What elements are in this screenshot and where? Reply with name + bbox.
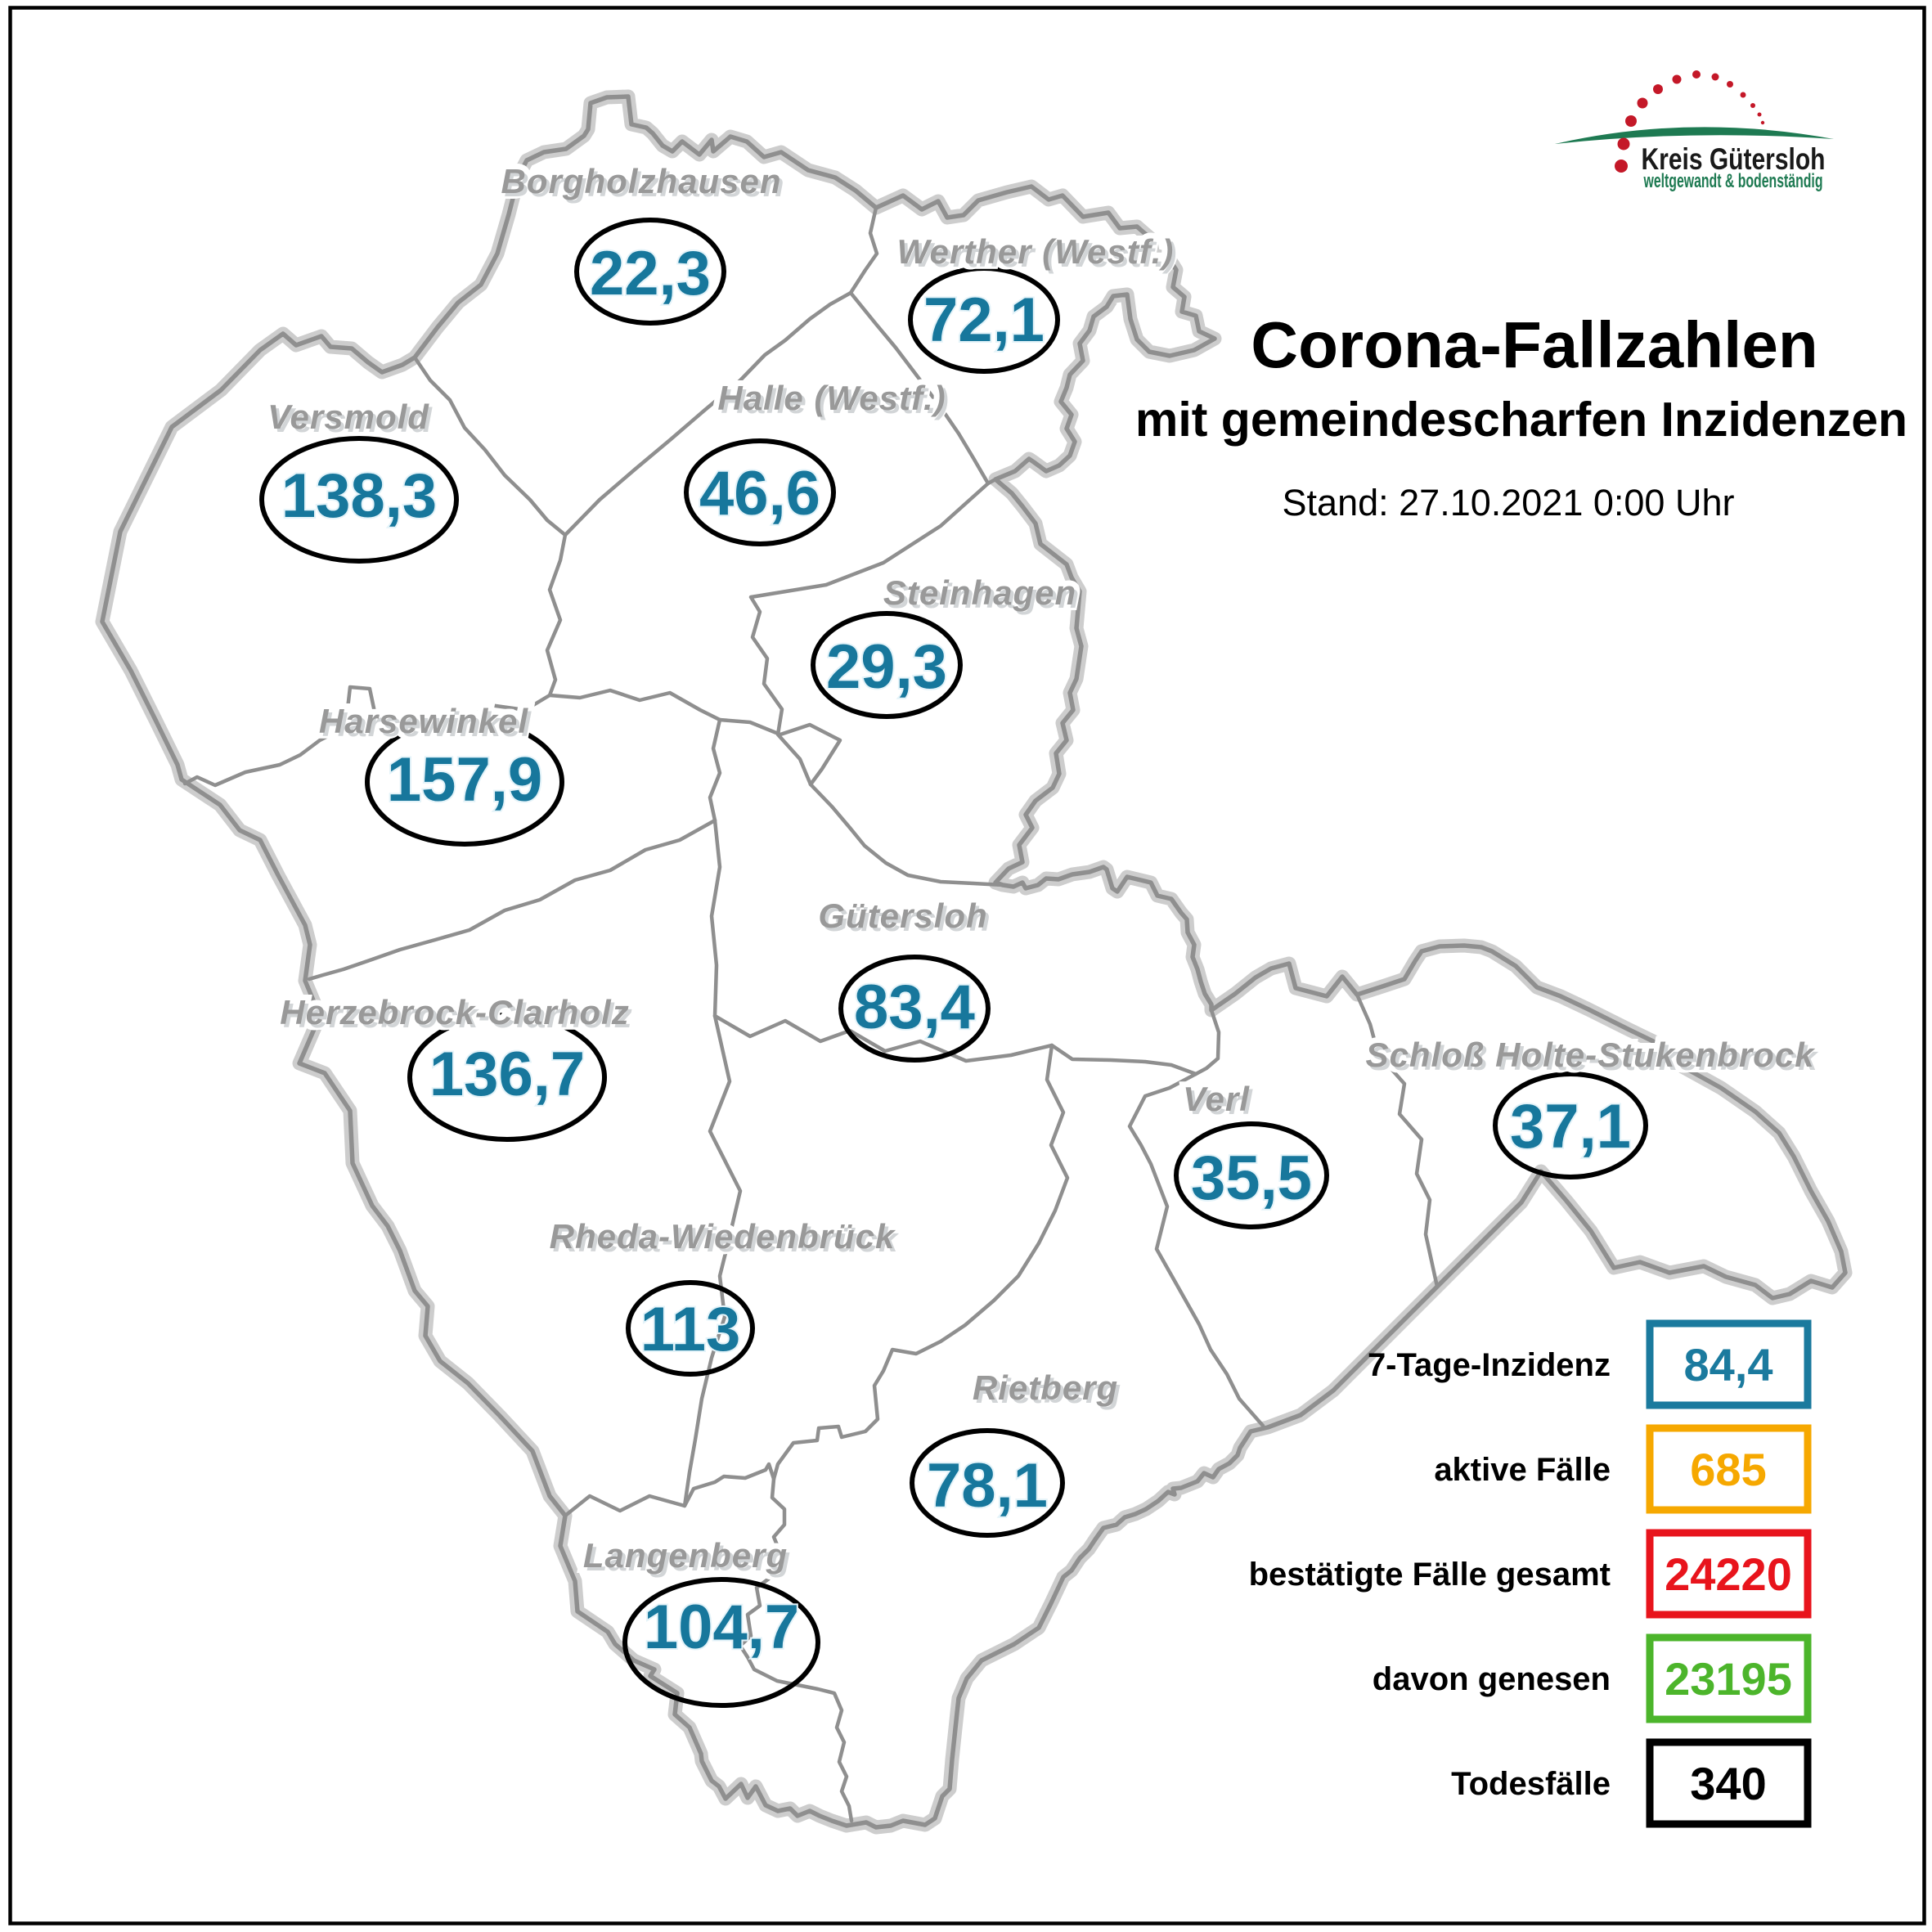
svg-text:35,5: 35,5	[1191, 1143, 1312, 1213]
svg-text:7-Tage-Inzidenz: 7-Tage-Inzidenz	[1368, 1347, 1611, 1383]
svg-text:Corona-Fallzahlen: Corona-Fallzahlen	[1251, 308, 1817, 381]
svg-text:aktive Fälle: aktive Fälle	[1434, 1452, 1611, 1488]
svg-text:Versmold: Versmold	[267, 398, 429, 436]
svg-text:340: 340	[1690, 1758, 1766, 1809]
svg-text:23195: 23195	[1665, 1653, 1792, 1705]
svg-text:Todesfälle: Todesfälle	[1451, 1766, 1611, 1802]
svg-text:Rietberg: Rietberg	[973, 1368, 1118, 1407]
svg-text:Werther (Westf.): Werther (Westf.)	[897, 232, 1175, 271]
svg-text:Rheda-Wiedenbrück: Rheda-Wiedenbrück	[550, 1217, 896, 1256]
svg-text:138,3: 138,3	[281, 461, 437, 531]
svg-text:37,1: 37,1	[1510, 1092, 1631, 1161]
svg-text:davon genesen: davon genesen	[1373, 1661, 1611, 1697]
svg-text:Gütersloh: Gütersloh	[821, 900, 991, 938]
svg-text:Harsewinkel: Harsewinkel	[319, 702, 528, 740]
svg-text:Langenberg: Langenberg	[583, 1536, 788, 1575]
svg-text:113: 113	[640, 1295, 741, 1364]
svg-text:Langenberg: Langenberg	[586, 1539, 791, 1578]
svg-text:bestätigte Fälle gesamt: bestätigte Fälle gesamt	[1249, 1557, 1611, 1593]
svg-text:Versmold: Versmold	[271, 401, 433, 439]
svg-text:Steinhagen: Steinhagen	[883, 573, 1076, 612]
svg-text:83,4: 83,4	[854, 973, 975, 1042]
svg-text:29,3: 29,3	[826, 632, 947, 702]
svg-text:Herzebrock-Clarholz: Herzebrock-Clarholz	[280, 993, 629, 1031]
svg-text:Rheda-Wiedenbrück: Rheda-Wiedenbrück	[553, 1220, 900, 1259]
svg-text:Verl: Verl	[1186, 1083, 1253, 1121]
svg-text:Gütersloh: Gütersloh	[818, 896, 987, 935]
svg-text:136,7: 136,7	[429, 1040, 585, 1109]
svg-text:46,6: 46,6	[699, 459, 820, 528]
svg-text:Halle (Westf.): Halle (Westf.)	[721, 382, 949, 420]
svg-text:84,4: 84,4	[1684, 1339, 1773, 1391]
svg-text:Schloß Holte-Stukenbrock: Schloß Holte-Stukenbrock	[1365, 1036, 1816, 1074]
svg-text:Versmold: Versmold	[267, 398, 429, 436]
svg-text:Harsewinkel: Harsewinkel	[319, 702, 528, 740]
svg-text:157,9: 157,9	[387, 745, 542, 815]
svg-text:Herzebrock-Clarholz: Herzebrock-Clarholz	[283, 996, 632, 1035]
svg-text:Verl: Verl	[1183, 1080, 1250, 1118]
svg-text:78,1: 78,1	[927, 1451, 1048, 1521]
svg-text:Verl: Verl	[1183, 1080, 1250, 1118]
svg-text:Rheda-Wiedenbrück: Rheda-Wiedenbrück	[550, 1217, 896, 1256]
svg-text:Langenberg: Langenberg	[583, 1536, 788, 1575]
svg-text:Herzebrock-Clarholz: Herzebrock-Clarholz	[280, 993, 629, 1031]
svg-text:Werther (Westf.): Werther (Westf.)	[897, 232, 1175, 271]
svg-text:Halle (Westf.): Halle (Westf.)	[717, 379, 946, 417]
svg-text:22,3: 22,3	[590, 239, 711, 308]
svg-text:Harsewinkel: Harsewinkel	[322, 705, 532, 744]
svg-text:weltgewandt & bodenständig: weltgewandt & bodenständig	[1643, 170, 1823, 192]
svg-text:Werther (Westf.): Werther (Westf.)	[901, 236, 1178, 274]
svg-text:Halle (Westf.): Halle (Westf.)	[717, 379, 946, 417]
svg-text:Steinhagen: Steinhagen	[887, 577, 1080, 615]
svg-text:72,1: 72,1	[923, 285, 1045, 355]
svg-text:Borgholzhausen: Borgholzhausen	[504, 165, 784, 204]
svg-text:24220: 24220	[1665, 1548, 1792, 1600]
svg-text:Stand: 27.10.2021 0:00 Uhr: Stand: 27.10.2021 0:00 Uhr	[1283, 482, 1735, 523]
svg-text:mit gemeindescharfen Inzidenze: mit gemeindescharfen Inzidenzen	[1135, 393, 1907, 447]
svg-text:Borgholzhausen: Borgholzhausen	[501, 162, 781, 200]
svg-text:685: 685	[1690, 1444, 1766, 1495]
svg-text:Schloß Holte-Stukenbrock: Schloß Holte-Stukenbrock	[1368, 1039, 1819, 1077]
svg-text:104,7: 104,7	[644, 1593, 799, 1662]
svg-text:Borgholzhausen: Borgholzhausen	[501, 162, 781, 200]
svg-text:Schloß Holte-Stukenbrock: Schloß Holte-Stukenbrock	[1365, 1036, 1816, 1074]
svg-text:Rietberg: Rietberg	[976, 1372, 1121, 1410]
svg-text:Steinhagen: Steinhagen	[883, 573, 1076, 612]
svg-text:Kreis Gütersloh: Kreis Gütersloh	[1642, 142, 1826, 176]
svg-text:Rietberg: Rietberg	[973, 1368, 1118, 1407]
svg-text:Gütersloh: Gütersloh	[818, 896, 987, 935]
